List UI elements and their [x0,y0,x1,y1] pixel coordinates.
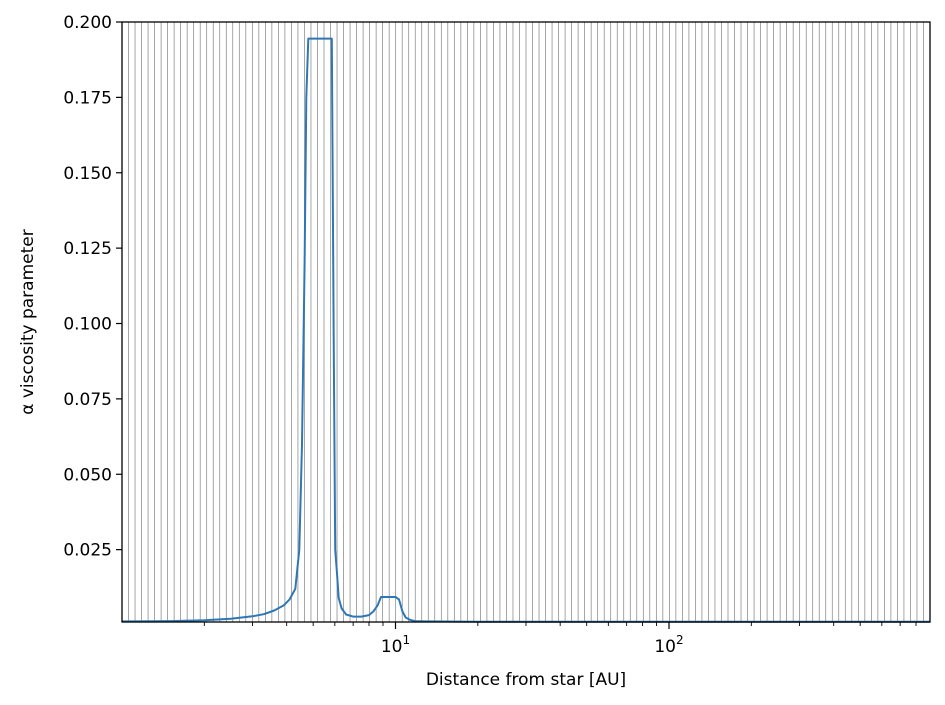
y-tick-label: 0.200 [63,13,112,33]
y-tick-label: 0.050 [63,465,112,485]
y-tick-label: 0.175 [63,88,112,108]
grid-lines [121,22,931,622]
y-tick-label: 0.150 [63,164,112,184]
y-tick-label: 0.075 [63,390,112,410]
y-ticks: 0.025 0.050 0.075 0.100 0.125 0.150 0.175 0.200 [63,13,122,561]
y-tick-label: 0.125 [63,239,112,259]
x-tick-label: 101 [381,633,410,657]
series-line [121,37,930,623]
y-axis-label: α viscosity parameter [18,229,38,414]
x-axis-label: Distance from star [AU] [426,670,626,690]
series-layer [121,37,930,623]
x-ticks: 101 102 [203,622,917,657]
y-tick-label: 0.025 [63,541,112,561]
x-tick-label: 102 [654,633,683,657]
y-tick-label: 0.100 [63,315,112,335]
